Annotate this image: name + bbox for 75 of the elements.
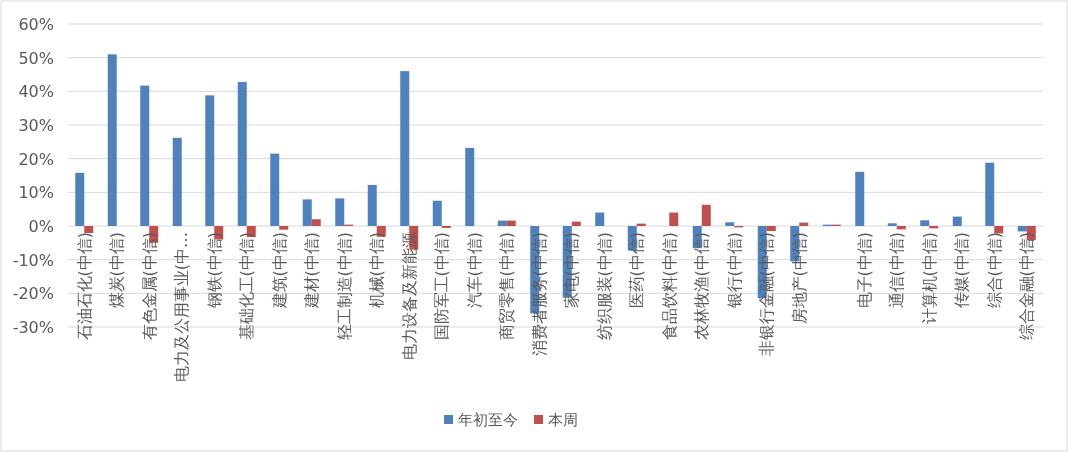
x-tick-label: 计算机(中信) [919, 232, 939, 325]
x-tick-label: 电子(中信) [854, 232, 874, 309]
bar [335, 198, 345, 226]
y-tick-label: -20% [12, 284, 54, 304]
x-tick-label: 综合(中信) [984, 232, 1004, 309]
bar [432, 200, 442, 226]
bar [367, 184, 377, 226]
bar [952, 216, 962, 226]
bar [725, 222, 735, 226]
x-tick-label: 基础化工(中信) [237, 232, 257, 341]
bar [887, 223, 897, 226]
x-tick-label: 汽车(中信) [464, 232, 484, 309]
bar [279, 226, 289, 230]
bar [506, 220, 516, 226]
bar [595, 212, 605, 226]
bar [799, 222, 809, 226]
x-tick-label: 农林牧渔(中信) [692, 232, 712, 341]
x-tick-label: 国防军工(中信) [432, 232, 452, 341]
x-tick-label: 电力及公用事业(中… [172, 232, 192, 383]
x-tick-label: 纺织服装(中信) [594, 232, 614, 341]
x-tick-label: 商贸零售(中信) [497, 232, 517, 341]
y-tick-label: 10% [18, 183, 54, 203]
y-tick-label: 30% [18, 116, 54, 135]
x-tick-label: 钢铁(中信) [204, 232, 224, 310]
x-tick-label: 医药(中信) [627, 232, 647, 309]
bar [465, 147, 475, 226]
x-tick-label: 传媒(中信) [952, 232, 972, 309]
bar [896, 226, 906, 230]
x-tick-label: 房地产(中信) [789, 232, 809, 325]
x-tick-label: 通信(中信) [887, 232, 907, 309]
bar [1017, 226, 1027, 232]
bar [400, 71, 410, 226]
legend-label: 本周 [548, 411, 578, 429]
bar [994, 226, 1004, 234]
bar [669, 212, 679, 226]
y-tick-label: 60% [18, 15, 54, 34]
x-tick-label: 消费者服务(中信) [529, 232, 549, 357]
bar [302, 199, 312, 226]
y-tick-label: -30% [12, 318, 54, 337]
x-tick-label: 石油石化(中信) [74, 232, 94, 341]
x-tick-label: 电力设备及新能源 [399, 232, 419, 360]
bar [920, 220, 930, 226]
y-tick-label: -10% [12, 250, 54, 270]
bar [441, 226, 451, 229]
bar [270, 153, 280, 226]
bar [985, 162, 995, 226]
bar [75, 172, 85, 226]
y-tick-label: 20% [18, 149, 54, 169]
x-tick-label: 煤炭(中信) [107, 232, 127, 309]
bar [205, 95, 215, 226]
bar [84, 226, 94, 234]
x-tick-label: 建筑(中信) [269, 232, 289, 310]
bar [497, 220, 507, 226]
bar [172, 137, 182, 226]
legend-label: 年初至今 [458, 411, 518, 429]
bar [701, 204, 711, 226]
bar [571, 221, 581, 226]
x-tick-label: 综合金融(中信) [1017, 232, 1037, 341]
bar [107, 54, 117, 226]
x-tick-label: 机械(中信) [367, 232, 387, 309]
x-tick-label: 建材(中信) [302, 232, 322, 310]
x-tick-label: 食品饮料(中信) [659, 232, 679, 341]
y-tick-label: 40% [18, 82, 54, 102]
y-tick-label: 50% [18, 48, 54, 68]
bar [237, 81, 247, 226]
bar [140, 85, 150, 226]
x-tick-label: 非银行金融(中信) [757, 232, 777, 357]
x-tick-label: 轻工制造(中信) [334, 232, 354, 341]
x-tick-label: 银行(中信) [724, 232, 744, 310]
bar [855, 171, 865, 226]
y-tick-label: 0% [28, 217, 54, 236]
x-tick-label: 家电(中信) [562, 232, 582, 309]
x-tick-label: 有色金属(中信) [139, 232, 159, 341]
bar [311, 219, 321, 226]
bar [766, 226, 776, 232]
